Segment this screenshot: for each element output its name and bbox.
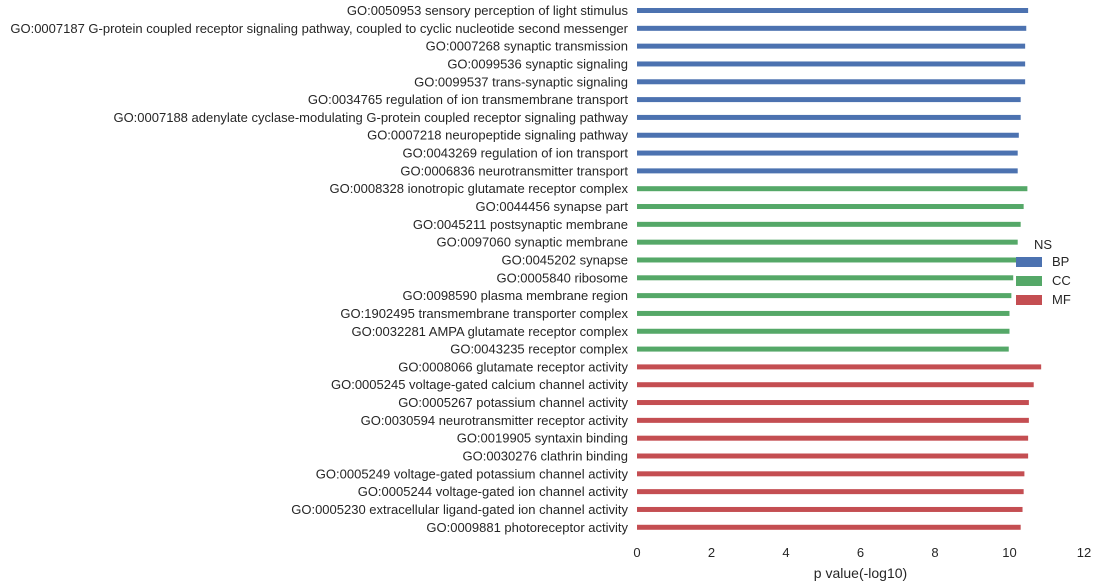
bar-mf xyxy=(637,364,1042,370)
bar-cc xyxy=(637,275,1014,281)
legend-swatch-mf xyxy=(1016,295,1042,305)
x-tick-label: 0 xyxy=(633,545,640,560)
bar-cc xyxy=(637,310,1010,316)
legend-swatch-bp xyxy=(1016,257,1042,267)
category-label: GO:0005245 voltage-gated calcium channel… xyxy=(331,377,629,392)
bar-cc xyxy=(637,328,1010,334)
bar-mf xyxy=(637,435,1029,441)
category-label: GO:0098590 plasma membrane region xyxy=(403,288,628,303)
legend-swatch-cc xyxy=(1016,276,1042,286)
category-label: GO:0008328 ionotropic glutamate receptor… xyxy=(330,181,629,196)
legend: NS BP CC MF xyxy=(1016,237,1071,307)
x-tick-label: 8 xyxy=(931,545,938,560)
bar-mf xyxy=(637,506,1023,512)
category-label: GO:0007188 adenylate cyclase-modulating … xyxy=(113,110,628,125)
category-label: GO:0005244 voltage-gated ion channel act… xyxy=(358,484,629,499)
category-labels-group: GO:0050953 sensory perception of light s… xyxy=(10,3,628,535)
category-label: GO:0008066 glutamate receptor activity xyxy=(398,359,628,374)
bar-mf xyxy=(637,400,1029,406)
legend-label-bp: BP xyxy=(1052,254,1069,269)
bar-cc xyxy=(637,221,1021,227)
bars-group xyxy=(637,8,1042,530)
category-label: GO:0045211 postsynaptic membrane xyxy=(413,217,628,232)
bar-bp xyxy=(637,43,1026,49)
bar-bp xyxy=(637,8,1029,13)
category-label: GO:0005249 voltage-gated potassium chann… xyxy=(316,466,629,481)
category-label: GO:0050953 sensory perception of light s… xyxy=(347,3,629,18)
legend-label-cc: CC xyxy=(1052,273,1071,288)
category-label: GO:0005840 ribosome xyxy=(496,270,628,285)
category-label: GO:0045202 synapse xyxy=(502,252,628,267)
x-tick-label: 2 xyxy=(708,545,715,560)
category-label: GO:0030276 clathrin binding xyxy=(462,449,628,464)
category-label: GO:0007268 synaptic transmission xyxy=(426,39,628,54)
category-label: GO:0043269 regulation of ion transport xyxy=(403,146,629,161)
bar-bp xyxy=(637,61,1026,67)
bar-bp xyxy=(637,168,1018,174)
category-label: GO:0043235 receptor complex xyxy=(450,342,628,357)
category-label: GO:0019905 syntaxin binding xyxy=(457,431,628,446)
x-tick-label: 10 xyxy=(1002,545,1016,560)
bar-mf xyxy=(637,453,1029,459)
bar-bp xyxy=(637,25,1027,31)
category-label: GO:0005230 extracellular ligand-gated io… xyxy=(291,502,628,517)
category-label: GO:0044456 synapse part xyxy=(476,199,629,214)
x-tick-label: 6 xyxy=(857,545,864,560)
legend-title: NS xyxy=(1034,237,1052,252)
x-axis-ticks-group: 0 2 4 6 8 10 12 xyxy=(633,545,1091,560)
x-tick-label: 4 xyxy=(782,545,789,560)
category-label: GO:0006836 neurotransmitter transport xyxy=(400,163,628,178)
category-label: GO:0099536 synaptic signaling xyxy=(447,56,628,71)
bar-mf xyxy=(637,489,1024,495)
bar-mf xyxy=(637,417,1029,423)
bar-cc xyxy=(637,346,1009,352)
bar-cc xyxy=(637,239,1018,245)
bar-mf xyxy=(637,382,1034,388)
legend-label-mf: MF xyxy=(1052,292,1071,307)
x-tick-label: 12 xyxy=(1077,545,1091,560)
category-label: GO:0005267 potassium channel activity xyxy=(398,395,628,410)
bar-cc xyxy=(637,204,1024,210)
x-axis-label: p value(-log10) xyxy=(814,565,907,581)
category-label: GO:0007187 G-protein coupled receptor si… xyxy=(10,21,628,36)
category-label: GO:0030594 neurotransmitter receptor act… xyxy=(361,413,629,428)
category-label: GO:1902495 transmembrane transporter com… xyxy=(340,306,628,321)
bar-bp xyxy=(637,132,1019,138)
bar-cc xyxy=(637,186,1028,192)
bar-bp xyxy=(637,114,1021,120)
bar-cc xyxy=(637,257,1017,263)
bar-bp xyxy=(637,79,1026,85)
category-label: GO:0009881 photoreceptor activity xyxy=(426,520,628,535)
category-label: GO:0097060 synaptic membrane xyxy=(437,235,629,250)
category-label: GO:0099537 trans-synaptic signaling xyxy=(414,74,628,89)
category-label: GO:0032281 AMPA glutamate receptor compl… xyxy=(351,324,628,339)
bar-bp xyxy=(637,150,1018,156)
category-label: GO:0007218 neuropeptide signaling pathwa… xyxy=(367,128,628,143)
bar-mf xyxy=(637,471,1025,477)
bar-bp xyxy=(637,97,1021,103)
bar-cc xyxy=(637,293,1012,299)
category-label: GO:0034765 regulation of ion transmembra… xyxy=(308,92,629,107)
bar-mf xyxy=(637,524,1021,530)
